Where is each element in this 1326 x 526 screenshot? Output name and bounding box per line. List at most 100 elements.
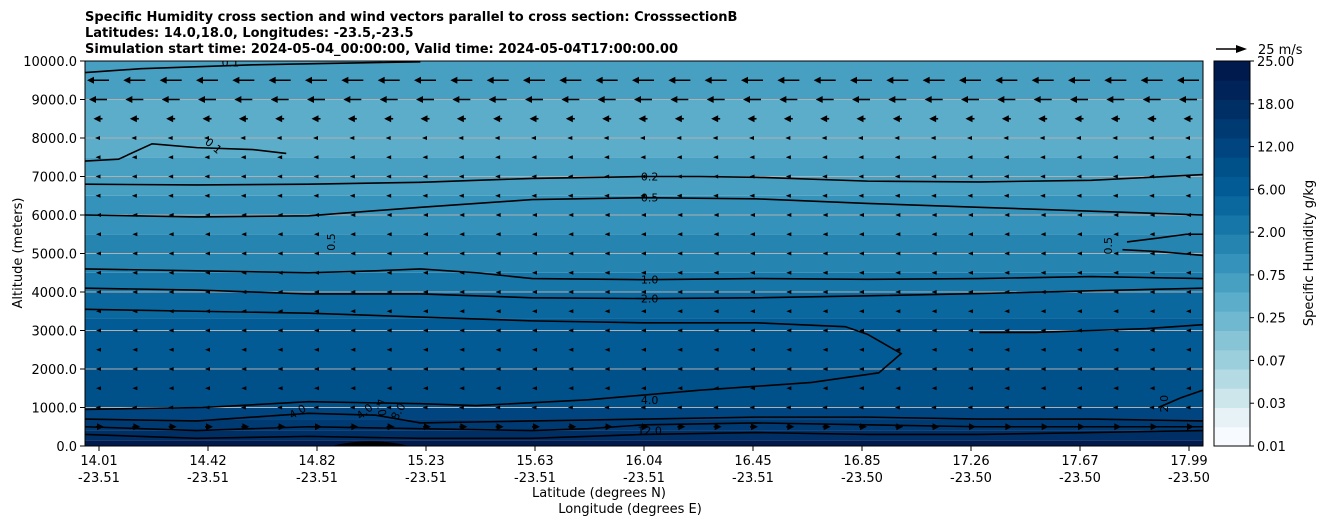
wind-vector bbox=[1186, 328, 1191, 333]
colorbar-tick-label: 0.75 bbox=[1257, 269, 1286, 284]
wind-vector bbox=[961, 96, 979, 103]
fill-band bbox=[85, 292, 1203, 319]
colorbar: 0.01 0.03 0.07 0.25 0.75 2.00 6.00 12.00 18.00 25… bbox=[1213, 55, 1294, 455]
x-tick-label-lon: -23.50 bbox=[1059, 471, 1101, 486]
wind-vector bbox=[1186, 309, 1191, 314]
wind-vector bbox=[1106, 96, 1125, 103]
wind-vector bbox=[604, 367, 610, 371]
title-line-3: Simulation start time: 2024-05-04_00:00:… bbox=[85, 42, 678, 57]
wind-vector bbox=[568, 386, 574, 391]
y-axis: 0.0 1000.0 2000.0 3000.0 4000.0 5000.0 6000.0 7… bbox=[23, 55, 85, 455]
wind-vector bbox=[205, 423, 213, 431]
wind-vector bbox=[459, 251, 465, 256]
wind-vector bbox=[205, 367, 210, 371]
wind-vector bbox=[96, 367, 101, 371]
x-tick-label-lat: 15.23 bbox=[407, 454, 444, 469]
wind-vector bbox=[1040, 309, 1046, 314]
wind-vector bbox=[1112, 174, 1118, 179]
wind-vector bbox=[995, 76, 1018, 84]
wind-vector bbox=[96, 270, 101, 275]
wind-vector bbox=[1113, 213, 1119, 217]
wind-vector bbox=[1186, 386, 1191, 391]
wind-vector bbox=[495, 155, 501, 160]
wind-vector bbox=[1185, 193, 1191, 198]
wind-vector bbox=[813, 76, 836, 84]
wind-vector bbox=[786, 270, 792, 275]
x-tick-label-lat: 16.85 bbox=[843, 454, 880, 469]
wind-vector bbox=[168, 386, 174, 391]
wind-vector bbox=[895, 251, 901, 256]
wind-vector bbox=[713, 405, 719, 410]
wind-vector bbox=[422, 136, 427, 140]
wind-vector bbox=[1149, 386, 1155, 391]
wind-vector bbox=[166, 115, 176, 123]
wind-vector bbox=[1040, 405, 1046, 410]
wind-vector bbox=[532, 213, 537, 217]
wind-vector bbox=[676, 405, 682, 410]
wind-vector bbox=[1077, 386, 1082, 391]
wind-vector bbox=[132, 232, 138, 237]
wind-vector bbox=[931, 270, 937, 275]
y-tick-label: 5000.0 bbox=[32, 248, 78, 263]
wind-vector bbox=[423, 309, 428, 314]
wind-vector bbox=[495, 213, 501, 217]
wind-vector bbox=[240, 174, 246, 179]
wind-vector bbox=[1113, 309, 1119, 314]
wind-vector bbox=[1076, 136, 1081, 140]
wind-vector bbox=[1038, 115, 1048, 123]
wind-vector bbox=[894, 405, 900, 410]
wind-vector bbox=[349, 405, 355, 410]
wind-vector bbox=[450, 76, 473, 84]
colorbar-swatch bbox=[1214, 349, 1250, 370]
x-tick-label-lat: 16.45 bbox=[734, 454, 771, 469]
contour-label: 0.5 bbox=[1102, 237, 1115, 255]
contour-line bbox=[1122, 248, 1203, 257]
wind-vector bbox=[386, 386, 392, 391]
wind-vector bbox=[559, 76, 582, 84]
wind-vector bbox=[713, 251, 719, 256]
wind-vector bbox=[1077, 232, 1082, 237]
wind-vector bbox=[750, 423, 758, 431]
wind-vector bbox=[459, 423, 468, 431]
wind-vector bbox=[386, 193, 392, 198]
colorbar-swatch bbox=[1214, 292, 1250, 312]
wind-vector bbox=[931, 251, 937, 256]
wind-vector bbox=[786, 290, 792, 294]
wind-vector bbox=[786, 232, 792, 237]
x-tick-label-lon: -23.50 bbox=[1168, 471, 1210, 486]
wind-vector bbox=[350, 309, 356, 314]
wind-vector bbox=[1149, 328, 1155, 333]
wind-vector bbox=[859, 328, 864, 333]
wind-vector bbox=[713, 423, 722, 431]
wind-vector bbox=[749, 405, 755, 410]
colorbar-swatch bbox=[1214, 157, 1250, 177]
wind-vector bbox=[815, 96, 834, 103]
wind-vector bbox=[1185, 405, 1191, 410]
wind-vector bbox=[931, 232, 937, 237]
wind-vector bbox=[1112, 155, 1118, 160]
contour-line bbox=[85, 422, 1203, 432]
wind-vector bbox=[603, 136, 609, 140]
wind-vector bbox=[859, 290, 864, 294]
wind-vector bbox=[749, 136, 754, 140]
wind-vector bbox=[895, 270, 901, 275]
wind-vector bbox=[858, 193, 864, 198]
wind-vector bbox=[858, 405, 864, 410]
wind-vector bbox=[313, 136, 318, 140]
x-tick-label-lat: 14.82 bbox=[298, 454, 335, 469]
wind-vector bbox=[202, 115, 212, 123]
wind-vector bbox=[706, 96, 725, 103]
colorbar-swatch bbox=[1214, 272, 1250, 293]
wind-vector bbox=[1040, 270, 1046, 275]
wind-vector bbox=[232, 76, 255, 84]
contour-label: 0.5 bbox=[641, 192, 659, 205]
wind-vector bbox=[422, 174, 428, 179]
wind-vector bbox=[168, 174, 174, 179]
wind-vector bbox=[241, 232, 247, 237]
contours: 0.10.10.20.50.5 0.51.02.02.04.04.0 4.04.0 8… bbox=[85, 61, 1203, 440]
wind-vector bbox=[204, 136, 209, 140]
colorbar-swatch bbox=[1214, 311, 1250, 331]
wind-vector bbox=[1040, 155, 1046, 160]
wind-vector bbox=[422, 155, 428, 160]
wind-vector bbox=[568, 290, 574, 294]
